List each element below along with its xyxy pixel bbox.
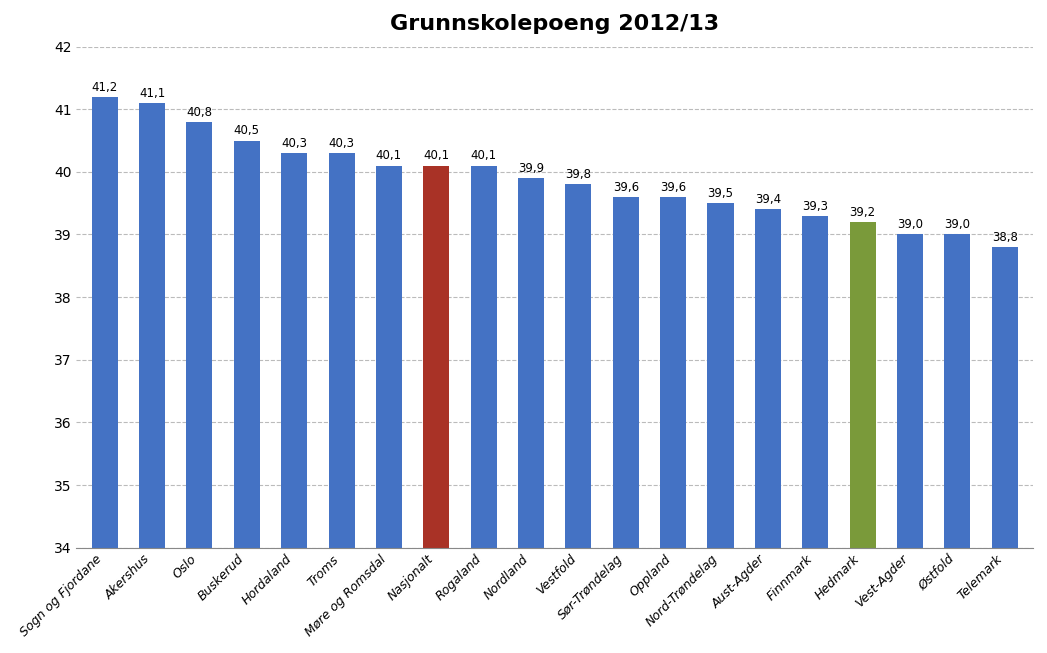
Text: 40,1: 40,1 <box>470 150 496 163</box>
Text: 41,1: 41,1 <box>139 87 165 100</box>
Bar <box>376 166 402 548</box>
Text: 39,3: 39,3 <box>802 200 828 213</box>
Bar <box>139 103 165 548</box>
Text: 39,0: 39,0 <box>897 218 923 231</box>
Bar <box>423 166 449 548</box>
Text: 39,5: 39,5 <box>708 187 734 200</box>
Bar <box>565 184 592 548</box>
Text: 39,6: 39,6 <box>612 181 639 194</box>
Bar <box>755 210 781 548</box>
Bar <box>849 222 875 548</box>
Text: 39,6: 39,6 <box>660 181 686 194</box>
Bar <box>660 197 686 548</box>
Bar <box>802 215 828 548</box>
Text: 39,2: 39,2 <box>849 206 875 219</box>
Title: Grunnskolepoeng 2012/13: Grunnskolepoeng 2012/13 <box>391 14 719 34</box>
Bar <box>233 140 260 548</box>
Text: 39,4: 39,4 <box>755 193 781 206</box>
Text: 40,1: 40,1 <box>376 150 402 163</box>
Bar <box>897 234 923 548</box>
Bar <box>708 203 734 548</box>
Bar <box>329 153 355 548</box>
Text: 40,3: 40,3 <box>282 137 307 150</box>
Bar <box>186 121 213 548</box>
Text: 39,0: 39,0 <box>944 218 971 231</box>
Bar <box>282 153 307 548</box>
Bar <box>518 178 544 548</box>
Bar <box>92 97 117 548</box>
Text: 40,5: 40,5 <box>233 124 260 137</box>
Text: 39,9: 39,9 <box>518 162 544 175</box>
Text: 38,8: 38,8 <box>992 231 1018 244</box>
Text: 40,1: 40,1 <box>423 150 449 163</box>
Text: 40,8: 40,8 <box>186 106 213 119</box>
Bar <box>471 166 496 548</box>
Bar <box>944 234 971 548</box>
Bar <box>992 247 1018 548</box>
Text: 39,8: 39,8 <box>565 168 592 182</box>
Text: 40,3: 40,3 <box>329 137 355 150</box>
Bar <box>612 197 639 548</box>
Text: 41,2: 41,2 <box>92 80 118 93</box>
